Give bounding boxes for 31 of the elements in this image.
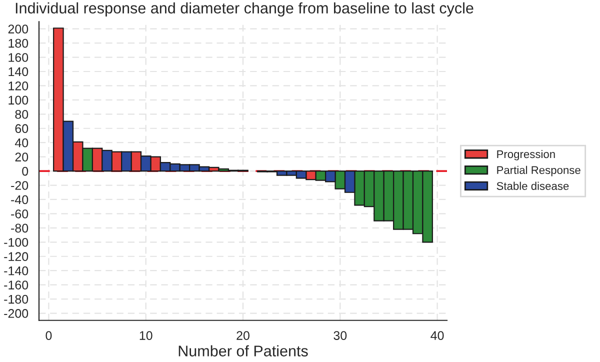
y-tick-label: -80 bbox=[11, 224, 28, 233]
y-tick-label: -120 bbox=[4, 252, 28, 262]
y-tick-label: 100 bbox=[8, 96, 28, 105]
y-tick-label: 80 bbox=[15, 110, 28, 119]
y-tick-label: 60 bbox=[15, 124, 28, 134]
y-tick-label: -20 bbox=[11, 181, 28, 190]
x-tick-label: 0 bbox=[46, 331, 52, 340]
y-tick-label: 160 bbox=[8, 53, 28, 62]
x-tick-label: 10 bbox=[140, 331, 152, 340]
y-tick-label: 0 bbox=[22, 166, 28, 176]
legend-label: Partial Response bbox=[497, 166, 580, 176]
legend-label: Stable disease bbox=[496, 182, 569, 190]
x-tick-label: 20 bbox=[236, 331, 250, 340]
y-tick-label: -40 bbox=[11, 195, 28, 204]
x-axis-title: Number of Patients bbox=[178, 345, 308, 356]
y-tick-label: 40 bbox=[14, 138, 28, 148]
y-tick-label: -100 bbox=[4, 238, 28, 247]
y-tick-label: -140 bbox=[4, 266, 28, 276]
x-tick-label: 40 bbox=[430, 331, 444, 340]
y-tick-label: -200 bbox=[4, 309, 28, 318]
y-tick-label: -180 bbox=[4, 294, 28, 304]
y-tick-label: -160 bbox=[4, 280, 28, 290]
y-tick-label: 120 bbox=[8, 82, 28, 90]
y-tick-label: 140 bbox=[8, 67, 28, 76]
x-tick-label: 30 bbox=[334, 331, 347, 340]
y-tick-label: 20 bbox=[15, 152, 28, 162]
legend-label: Progression bbox=[497, 150, 555, 160]
y-tick-label: 180 bbox=[8, 38, 28, 48]
chart-title: Individual response and diameter change from baseline to last cycle bbox=[16, 2, 474, 17]
y-tick-label: 200 bbox=[8, 24, 28, 34]
y-tick-label: -60 bbox=[11, 210, 28, 218]
